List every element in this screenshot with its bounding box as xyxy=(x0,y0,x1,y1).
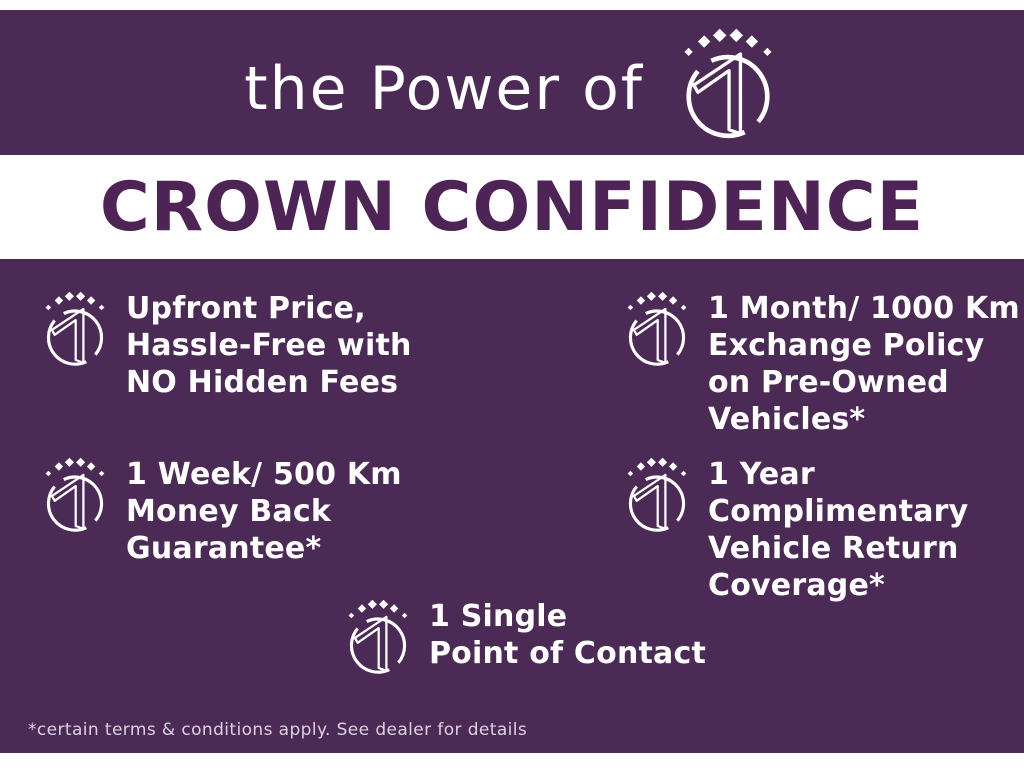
benefit-text: 1 Month/ 1000 Km Exchange Policy on Pre-… xyxy=(708,291,1020,437)
crown-one-icon xyxy=(622,456,692,533)
crown-one-icon xyxy=(40,290,110,367)
benefit-item-single-contact: 1 Single Point of Contact xyxy=(343,598,706,675)
crown-confidence-banner: CROWN CONFIDENCE xyxy=(0,155,1024,259)
crown-one-logo-icon xyxy=(676,26,780,140)
benefit-item-money-back: 1 Week/ 500 Km Money Back Guarantee* xyxy=(40,456,402,567)
benefit-item-return-coverage: 1 Year Complimentary Vehicle Return Cove… xyxy=(622,456,968,604)
power-of-one-header: the Power of xyxy=(0,14,1024,152)
benefit-text: 1 Year Complimentary Vehicle Return Cove… xyxy=(708,457,969,603)
benefit-text: Upfront Price, Hassle-Free with NO Hidde… xyxy=(126,291,412,400)
crown-one-icon xyxy=(622,290,692,367)
benefit-item-exchange-policy: 1 Month/ 1000 Km Exchange Policy on Pre-… xyxy=(622,290,1020,438)
terms-footnote: *certain terms & conditions apply. See d… xyxy=(28,720,528,740)
benefit-text: 1 Single Point of Contact xyxy=(429,599,707,671)
header-title: the Power of xyxy=(244,54,644,124)
benefit-text: 1 Week/ 500 Km Money Back Guarantee* xyxy=(126,457,402,566)
benefit-item-upfront-price: Upfront Price, Hassle-Free with NO Hidde… xyxy=(40,290,412,401)
banner-title: CROWN CONFIDENCE xyxy=(99,167,925,247)
crown-one-icon xyxy=(343,598,413,675)
poster-background: the Power of CROWN CONFIDENCE Upfront Pr… xyxy=(0,10,1024,753)
crown-one-icon xyxy=(40,456,110,533)
